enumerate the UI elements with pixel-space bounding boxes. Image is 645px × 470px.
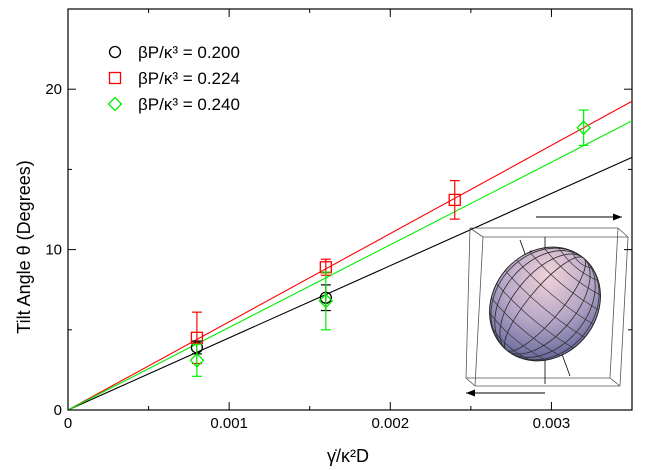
shear-box-edge	[619, 236, 629, 387]
ellipsoid-parallel	[558, 247, 599, 282]
ellipsoid	[489, 246, 601, 362]
shear-arrowhead-top	[613, 213, 622, 221]
fit-lines	[67, 100, 633, 411]
data-point	[189, 352, 205, 368]
ellipsoid-parallel	[504, 270, 586, 338]
ellipsoid-parallel	[516, 259, 594, 325]
x-tick-label: 0.003	[533, 415, 571, 432]
x-tick-label: 0	[64, 415, 72, 432]
shear-arrowhead-bottom	[466, 389, 475, 397]
shear-box-edge	[617, 227, 629, 238]
legend-marker	[108, 45, 122, 59]
plot-frame	[67, 8, 633, 411]
ellipsoid-parallel	[490, 297, 561, 357]
legend-label: βP/κ³ = 0.240	[138, 95, 240, 114]
y-tick-label: 20	[45, 81, 62, 98]
shear-box-edge	[474, 236, 484, 387]
ellipsoid-parallel	[496, 283, 574, 349]
fit-line	[67, 100, 633, 411]
y-tick-label: 0	[54, 402, 62, 419]
ellipsoid-parallel	[489, 312, 547, 361]
shear-box-edge	[465, 227, 471, 379]
x-axis-label: γ̇/κ²D	[327, 446, 369, 466]
ellipsoid-parallel	[529, 251, 599, 311]
legend-marker	[108, 71, 122, 85]
ellipsoid-parallel	[543, 247, 601, 296]
fit-line	[67, 156, 633, 411]
shear-box-edge	[609, 377, 621, 387]
legend-label: βP/κ³ = 0.200	[138, 43, 240, 62]
data-markers	[189, 109, 592, 377]
y-tick-label: 10	[45, 242, 62, 259]
data-point	[190, 331, 204, 344]
y-axis-label: Tilt Angle θ (Degrees)	[14, 160, 34, 333]
data-point	[448, 193, 461, 207]
shear-box-edge	[609, 227, 619, 379]
shear-box-edge	[469, 227, 484, 238]
x-tick-label: 0.001	[210, 415, 248, 432]
legend: βP/κ³ = 0.200 βP/κ³ = 0.224 βP/κ³ = 0.240	[107, 43, 240, 114]
data-point	[318, 293, 334, 309]
shear-box-edge	[465, 377, 476, 387]
x-tick-label: 0.002	[372, 415, 410, 432]
ellipsoid-parallel	[491, 326, 532, 361]
legend-marker	[107, 96, 123, 112]
plot-area-border	[67, 8, 633, 411]
legend-label: βP/κ³ = 0.224	[138, 69, 240, 88]
ellipsoid-parallel	[571, 250, 593, 269]
ellipsoid-shear-inset: θ	[465, 213, 629, 397]
fit-line	[67, 120, 633, 411]
axis-ticks: 0 0.001 0.002 0.003 0 10 20	[45, 9, 632, 432]
data-point	[576, 120, 592, 136]
